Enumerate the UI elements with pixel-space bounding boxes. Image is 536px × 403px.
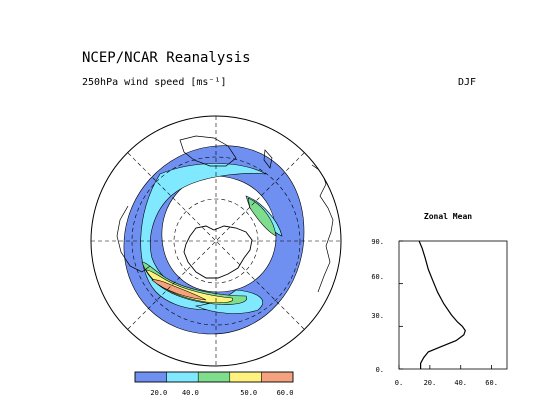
zonal-axis-ticks [398,240,492,370]
colorbar-box [261,371,294,383]
colorbar: 20.0 40.0 50.0 60.0 [134,371,294,397]
colorbar-tick-label: 60.0 [277,389,294,397]
zonal-y-tick-label: 30. [371,312,384,320]
shading-band-50 [247,197,277,237]
colorbar-frame [134,371,294,383]
graticule [91,116,341,366]
zonal-y-tick-label: 0. [376,366,384,374]
colorbar-tick-label: 20.0 [150,389,167,397]
zonal-x-tick-label: 20. [424,379,437,387]
zonal-x-tick-label: 40. [454,379,467,387]
colorbar-box [229,371,262,383]
colorbar-box [197,371,231,383]
shading-band-40 [140,163,267,310]
zonal-y-tick-label: 90. [371,238,384,246]
colorbar-box [134,371,167,383]
antarctica [183,225,253,279]
zonal-mean-line [418,240,466,369]
chart-subtitle: 250hPa wind speed [ms⁻¹] [82,77,227,88]
zonal-x-tick-label: 0. [395,379,403,387]
shading-band-peak [151,279,207,301]
zonal-y-tick-label: 60. [371,273,384,281]
colorbar-box [166,371,199,383]
map-border [90,115,342,367]
season-label: DJF [458,77,476,88]
zonal-x-tick-label: 60. [485,379,498,387]
zonal-mean-plot: Zonal Mean 0. 30. 60. 90. 0. 20. 40. 60. [371,212,508,387]
australia-outline [179,135,237,167]
zonal-mean-frame [398,240,508,370]
polar-map [90,115,342,367]
colorbar-tick-label: 50.0 [240,389,257,397]
zonal-mean-title: Zonal Mean [424,212,472,221]
wind-speed-shading [123,145,305,335]
africa-outline [116,205,151,273]
colorbar-tick-label: 40.0 [182,389,199,397]
new-zealand-outline [263,149,273,169]
chart-title: NCEP/NCAR Reanalysis [82,50,251,66]
